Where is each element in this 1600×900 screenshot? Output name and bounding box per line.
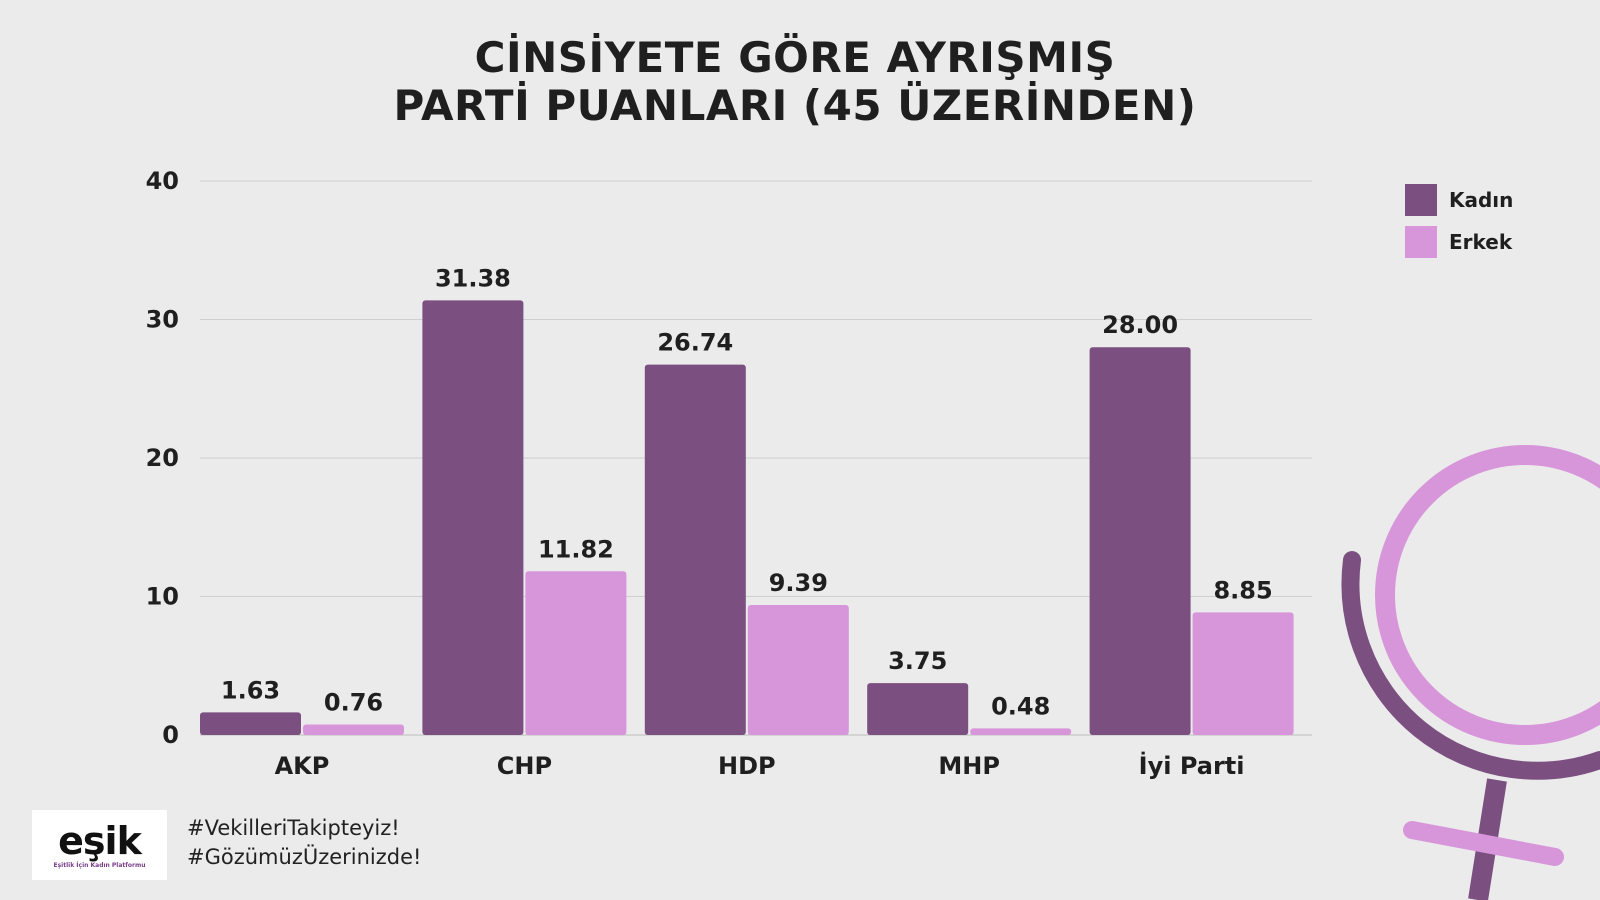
legend: Kadın Erkek (1405, 184, 1513, 268)
value-label: 0.76 (324, 688, 383, 716)
legend-swatch-erkek (1405, 226, 1437, 258)
legend-item-erkek: Erkek (1405, 226, 1513, 258)
value-labels: 1.63 0.76 31.38 11.82 26.74 9.39 3.75 0.48 28.00… (221, 264, 1273, 720)
value-label: 0.48 (991, 692, 1050, 720)
logo-subtitle: Eşitlik İçin Kadın Platformu (53, 861, 146, 869)
esik-logo: eşik Eşitlik İçin Kadın Platformu (32, 810, 167, 880)
x-tick-label: AKP (275, 752, 330, 780)
y-tick-label: 0 (162, 721, 179, 749)
y-axis-ticks: 0 10 20 30 40 (146, 167, 179, 749)
legend-item-kadin: Kadın (1405, 184, 1513, 216)
value-label: 28.00 (1102, 311, 1178, 339)
bar-akp-kadın (200, 712, 301, 735)
value-label: 1.63 (221, 676, 280, 704)
bar-hdp-erkek (747, 604, 849, 735)
chart-title: CİNSİYETE GÖRE AYRIŞMIŞ PARTİ PUANLARI (… (0, 34, 1590, 130)
bar-akp-erkek (303, 724, 404, 735)
hashtag-1: #VekilleriTakipteyiz! (187, 816, 400, 840)
hashtag-2: #GözümüzÜzerinizde! (187, 845, 422, 869)
bar-chp-erkek (525, 571, 627, 735)
bar-mhp-erkek (970, 728, 1072, 735)
value-label: 31.38 (435, 264, 511, 292)
y-tick-label: 10 (146, 583, 179, 611)
bar-i̇yi-parti-kadın (1089, 347, 1191, 735)
bars (200, 300, 1294, 735)
legend-label-kadin: Kadın (1449, 188, 1514, 212)
y-tick-label: 20 (146, 444, 179, 472)
x-tick-label: HDP (718, 752, 776, 780)
y-tick-label: 40 (146, 167, 179, 195)
logo-wordmark: eşik (58, 818, 142, 863)
value-label: 26.74 (657, 329, 733, 357)
value-label: 9.39 (769, 569, 828, 597)
bar-i̇yi-parti-erkek (1192, 612, 1294, 735)
value-label: 8.85 (1213, 576, 1272, 604)
bar-mhp-kadın (867, 683, 969, 735)
bar-hdp-kadın (644, 364, 746, 735)
legend-swatch-kadin (1405, 184, 1437, 216)
x-tick-label: MHP (938, 752, 1000, 780)
hashtags: #VekilleriTakipteyiz! #GözümüzÜzerinizde… (187, 814, 421, 872)
y-tick-label: 30 (146, 306, 179, 334)
value-label: 11.82 (538, 535, 614, 563)
female-symbol-icon (1341, 445, 1600, 900)
bar-chp-kadın (422, 300, 524, 735)
chart-title-line-2: PARTİ PUANLARI (45 ÜZERİNDEN) (393, 81, 1197, 130)
value-label: 3.75 (888, 647, 947, 675)
x-tick-label: CHP (497, 752, 552, 780)
chart-title-line-1: CİNSİYETE GÖRE AYRIŞMIŞ (474, 33, 1116, 82)
x-tick-label: İyi Parti (1139, 751, 1245, 780)
legend-label-erkek: Erkek (1449, 230, 1513, 254)
x-axis-ticks: AKP CHP HDP MHP İyi Parti (275, 751, 1245, 780)
